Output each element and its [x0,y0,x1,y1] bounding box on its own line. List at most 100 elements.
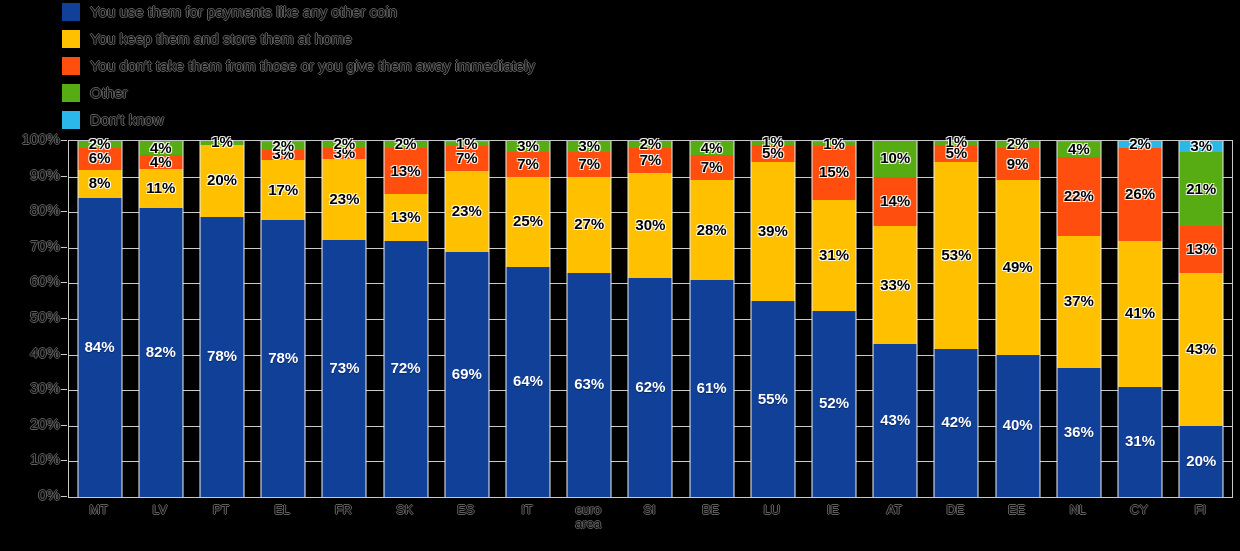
value-label: 84% [84,338,115,356]
bar-segment: 82% [139,207,183,497]
y-tick-mark [61,318,67,319]
y-tick-label: 40% [29,344,60,362]
value-label: 2% [1129,136,1151,154]
value-label: 62% [635,379,666,397]
category-slot: 64% 25% 7% 3% [497,139,558,497]
value-label: 4% [149,153,172,171]
category-slot: 73% 23% 3% 2% [314,137,375,497]
legend-label: You use them for payments like any other… [90,3,398,21]
x-category-label-text: IT [521,502,533,517]
x-category-label: LV [129,503,190,531]
x-category-label-text: EL [274,502,291,517]
value-label: 4% [1068,141,1090,159]
bar-segment: 15% [812,146,856,200]
bar-segment: 27% [567,176,611,273]
x-category-label: MT [68,503,129,531]
y-tick-mark [61,353,67,355]
value-label: 5% [761,144,784,162]
y-tick-label: 50% [29,309,60,326]
y-tick-label: 0% [38,487,60,504]
bar-IT: 64% 25% 7% 3% [505,139,551,497]
bar-segment: 13% [1179,226,1223,273]
bar-CY: 31% 41% 26% 2% [1117,137,1163,497]
plot-area: 84% 8% 6% 2% 82% 11% 4% 4% 78% 20% 1% 78% 17% 3% 2% 73%… [68,135,1233,498]
value-label: 9% [1006,155,1029,173]
bar-segment: 2% [78,137,122,152]
x-category-label: euro area [558,503,619,531]
bar-segment: 72% [384,240,428,497]
bar-segment: 22% [1057,156,1101,236]
value-label: 43% [1186,340,1217,358]
x-category-label-text: IE [826,502,840,517]
x-category-label: IT [496,503,557,531]
x-category-label-text: euro area [575,502,602,531]
bar-FR: 73% 23% 3% 2% [321,137,367,497]
value-label: 2% [394,136,417,154]
bar-segment: 73% [322,239,366,497]
value-label: 82% [145,343,176,361]
value-label: 1% [211,134,233,152]
value-label: 25% [513,213,544,231]
value-label: 37% [1063,293,1094,311]
value-label: 13% [1186,241,1217,259]
bar-EL: 78% 17% 3% 2% [260,139,306,497]
bar-euro-area: 63% 27% 7% 3% [566,137,612,497]
bar-segment: 53% [934,162,978,349]
y-tick-label: 100% [21,131,60,148]
y-tick-mark [61,140,67,141]
value-label: 3% [1190,137,1213,155]
x-category-label-text: MT [89,502,108,517]
value-label: 40% [1002,417,1033,435]
category-slot: 62% 30% 7% 2% [620,137,681,497]
category-slot: 43% 33% 14% 10% [865,141,926,497]
bar-segment: 3% [567,137,611,155]
legend-label: Don't know [90,111,164,129]
legend-swatch [62,30,80,48]
x-category-label-text: BE [701,502,720,517]
bar-segment: 1% [934,135,978,150]
legend-swatch [62,111,80,129]
bar-segment: 10% [873,141,917,177]
x-category-label-text: FR [334,502,353,517]
x-category-label: CY [1108,503,1169,531]
value-label: 7% [517,155,539,173]
x-category-label: NL [1047,503,1108,531]
bar-segment: 39% [751,162,795,302]
value-label: 69% [451,366,482,384]
category-slot: 36% 37% 22% 4% [1048,141,1109,497]
category-slot: 42% 53% 5% 1% [926,135,987,497]
bar-segment: 2% [261,139,305,154]
bar-segment: 2% [384,137,428,152]
bar-segment: 9% [996,148,1040,181]
value-label: 7% [455,149,478,167]
y-tick-mark [61,460,67,462]
bar-LU: 55% 39% 5% 1% [750,135,796,497]
legend-label: You don't take them from those or you gi… [90,57,536,75]
bar-segment: 25% [506,176,550,267]
bar-segment: 43% [1179,272,1223,426]
bar-segment: 52% [812,310,856,497]
value-label: 3% [578,137,601,155]
value-label: 52% [819,395,850,413]
x-category-label-text: DE [946,502,965,517]
x-category-label: PT [190,503,251,531]
legend-swatch [62,84,80,102]
bar-segment: 2% [996,137,1040,152]
bar-segment: 62% [628,278,672,497]
value-label: 7% [700,159,723,177]
y-tick-label: 80% [29,202,60,220]
x-category-label-text: ES [457,502,475,517]
x-category-label-text: LU [763,502,781,517]
y-tick-mark [61,246,67,248]
bar-segment: 8% [78,169,122,198]
category-slot: 69% 23% 7% 1% [436,137,497,497]
value-label: 7% [639,151,662,169]
value-label: 49% [1002,258,1033,276]
category-slot: 40% 49% 9% 2% [987,137,1048,497]
y-tick-mark [61,389,67,391]
x-category-label-text: SI [643,502,656,517]
value-label: 26% [1125,185,1156,203]
bar-segment [1057,141,1101,143]
legend-item: You use them for payments like any other… [62,3,535,21]
